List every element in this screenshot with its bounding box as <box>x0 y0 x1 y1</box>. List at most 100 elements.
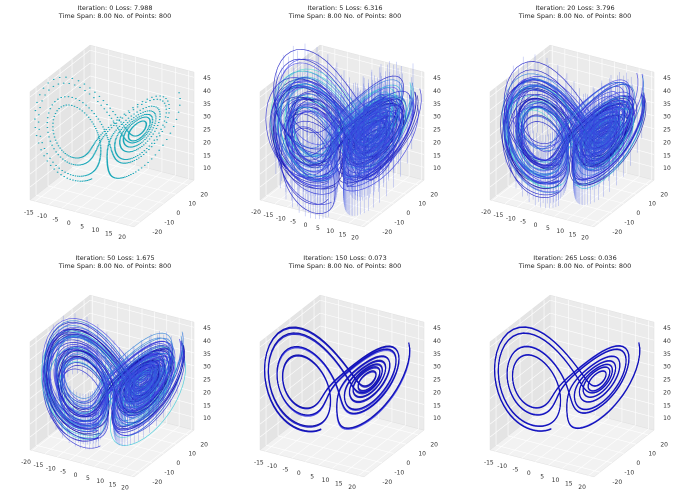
z-tick-label: 10 <box>203 165 211 172</box>
trajectory <box>502 73 645 176</box>
trajectory <box>263 327 411 433</box>
grid-line <box>489 364 551 412</box>
x-tick-label: 10 <box>552 477 560 484</box>
x-tick-label: 15 <box>105 230 113 237</box>
x-tick-label: 0 <box>534 222 538 229</box>
smear <box>44 313 184 450</box>
grid-line <box>277 435 383 464</box>
smear <box>274 43 414 220</box>
x-tick-label: 10 <box>326 228 334 235</box>
x-tick-label: 0 <box>297 470 301 477</box>
grid-line <box>319 62 425 91</box>
x-tick-label: -5 <box>283 467 289 474</box>
x-tick-label: 5 <box>316 225 320 232</box>
x-tick-label: 5 <box>80 224 84 231</box>
grid-line <box>259 364 321 412</box>
x-tick-label: -10 <box>37 213 47 220</box>
y-tick-label: 0 <box>176 460 180 467</box>
x-tick-label: 10 <box>96 478 104 485</box>
grid-line <box>89 299 195 328</box>
x-tick-label: 5 <box>546 225 550 232</box>
grid-line <box>89 325 195 354</box>
grid-line <box>259 312 321 361</box>
x-tick-label: -15 <box>263 212 273 219</box>
z-tick-label: 45 <box>203 325 211 332</box>
x-tick-label: 0 <box>304 222 308 229</box>
grid-line <box>259 377 321 425</box>
panel-subtitle: Time Span: 8.00 No. of Points: 800 <box>518 12 632 20</box>
grid-line <box>47 185 153 214</box>
x-tick-label: 10 <box>556 228 564 235</box>
x-tick-label: 5 <box>540 474 544 481</box>
trajectory <box>278 95 411 214</box>
z-tick-label: 25 <box>203 127 211 134</box>
y-tick-label: -20 <box>612 229 622 236</box>
y-tick-label: -10 <box>624 219 634 226</box>
grid-line <box>549 389 655 418</box>
grid-line <box>35 444 141 473</box>
panel-subtitle: Time Span: 8.00 No. of Points: 800 <box>288 12 402 20</box>
panel-title: Iteration: 150 Loss: 0.073 <box>303 254 386 262</box>
grid-line <box>319 364 425 392</box>
x-tick-label: 0 <box>74 472 78 479</box>
z-tick-label: 45 <box>203 75 211 82</box>
z-tick-label: 45 <box>433 75 441 82</box>
grid-line <box>507 435 613 464</box>
y-tick-label: 10 <box>188 201 196 208</box>
z-tick-label: 15 <box>663 152 671 159</box>
z-tick-label: 15 <box>663 402 671 409</box>
grid-line <box>265 194 371 223</box>
grid-line <box>549 49 655 78</box>
grid-line <box>319 75 425 104</box>
y-tick-label: 0 <box>636 460 640 467</box>
grid-line <box>89 88 195 117</box>
y-tick-label: 10 <box>648 451 656 458</box>
grid-line <box>259 75 321 123</box>
x-tick-label: 10 <box>322 477 330 484</box>
z-tick-label: 20 <box>663 139 671 146</box>
grid-line <box>29 312 91 361</box>
x-tick-label: 20 <box>578 484 586 491</box>
x-tick-label: -15 <box>254 460 264 467</box>
z-tick-label: 15 <box>203 152 211 159</box>
z-tick-label: 25 <box>663 127 671 134</box>
x-tick-label: 15 <box>109 481 117 488</box>
panel-subtitle: Time Span: 8.00 No. of Points: 800 <box>58 262 172 270</box>
x-tick-label: -15 <box>493 212 503 219</box>
grid-line <box>89 49 195 78</box>
y-tick-label: 20 <box>430 191 438 198</box>
trajectory <box>43 325 184 427</box>
z-tick-label: 30 <box>203 114 211 121</box>
grid-line <box>89 75 195 104</box>
z-tick-label: 15 <box>203 402 211 409</box>
z-tick-label: 10 <box>203 415 211 422</box>
z-tick-label: 40 <box>433 338 441 345</box>
y-tick-label: 20 <box>660 191 668 198</box>
grid-line <box>259 338 321 386</box>
grid-line <box>259 50 321 98</box>
z-tick-label: 20 <box>433 139 441 146</box>
x-tick-label: -20 <box>21 459 31 466</box>
grid-line <box>319 312 425 341</box>
z-tick-label: 40 <box>433 88 441 95</box>
grid-line <box>319 325 425 354</box>
x-tick-label: 20 <box>118 234 126 241</box>
x-tick-label: -15 <box>484 460 494 467</box>
grid-line <box>259 62 321 111</box>
y-tick-label: -10 <box>164 219 174 226</box>
z-tick-label: 45 <box>433 325 441 332</box>
panel-title: Iteration: 0 Loss: 7.988 <box>77 4 152 12</box>
x-tick-label: 10 <box>92 227 100 234</box>
grid-line <box>29 300 91 348</box>
z-tick-label: 25 <box>663 377 671 384</box>
x-tick-label: 15 <box>565 480 573 487</box>
z-tick-label: 35 <box>203 101 211 108</box>
z-tick-label: 20 <box>663 389 671 396</box>
grid-line <box>549 299 655 328</box>
y-tick-label: 10 <box>188 451 196 458</box>
x-tick-label: 20 <box>581 235 589 242</box>
z-tick-label: 20 <box>203 389 211 396</box>
grid-line <box>259 300 321 348</box>
